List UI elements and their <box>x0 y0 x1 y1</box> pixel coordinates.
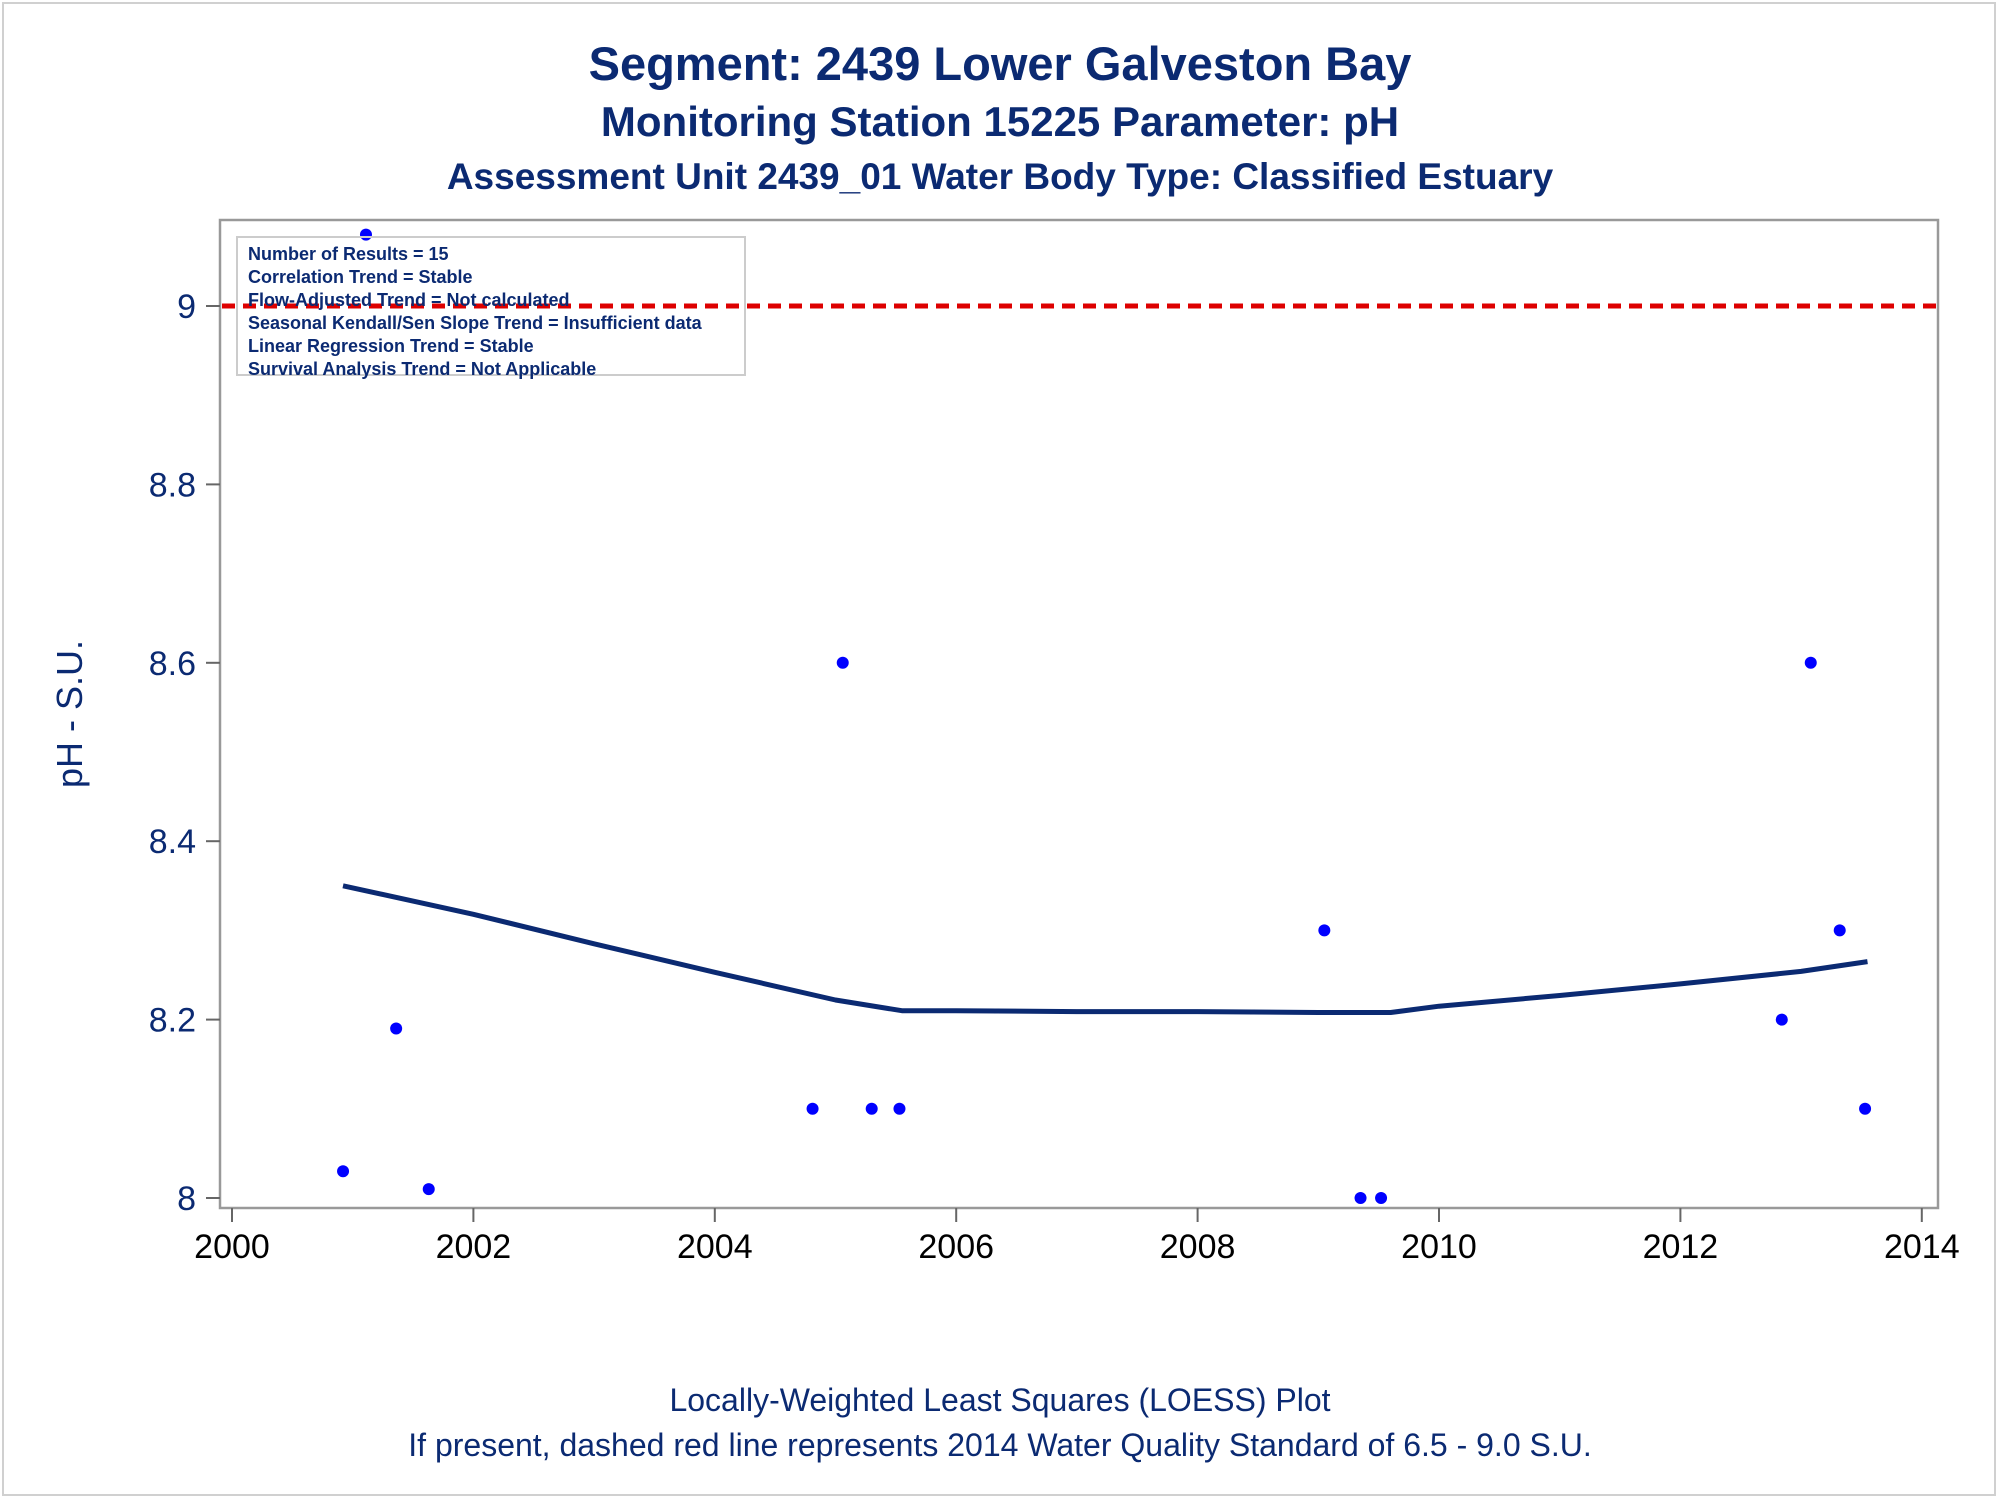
data-point <box>836 656 849 669</box>
y-axis-label: pH - S.U. <box>49 640 90 788</box>
x-tick-label: 2008 <box>1160 1228 1236 1266</box>
x-tick-label: 2010 <box>1401 1228 1477 1266</box>
x-tick-label: 2006 <box>918 1228 994 1266</box>
x-tick-label: 2002 <box>436 1228 512 1266</box>
chart-title: Segment: 2439 Lower Galveston Bay <box>588 37 1412 90</box>
data-point <box>422 1183 435 1196</box>
x-tick-label: 2004 <box>677 1228 753 1266</box>
data-point <box>337 1165 350 1178</box>
data-point <box>806 1102 819 1115</box>
data-point <box>893 1102 906 1115</box>
data-point <box>1354 1192 1367 1204</box>
x-tick-label: 2000 <box>194 1228 270 1266</box>
data-point <box>1318 924 1331 937</box>
x-tick-label: 2012 <box>1643 1228 1719 1266</box>
y-tick-label: 9 <box>177 288 196 326</box>
footnote-loess: Locally-Weighted Least Squares (LOESS) P… <box>669 1382 1331 1418</box>
footnote-standard: If present, dashed red line represents 2… <box>408 1427 1592 1463</box>
stat-number-of-results: Number of Results = 15 <box>248 244 449 264</box>
stat-survival-analysis-trend: Survival Analysis Trend = Not Applicable <box>248 359 597 379</box>
data-point <box>1833 924 1846 937</box>
y-tick-label: 8.4 <box>149 823 196 861</box>
trend-statistics-box: Number of Results = 15 Correlation Trend… <box>236 236 746 379</box>
data-point <box>1804 656 1817 669</box>
plot-area-frame <box>218 218 1940 1210</box>
stat-flow-adjusted-trend: Flow-Adjusted Trend = Not calculated <box>248 290 570 310</box>
stat-correlation-trend: Correlation Trend = Stable <box>248 267 473 287</box>
stat-seasonal-kendall-trend: Seasonal Kendall/Sen Slope Trend = Insuf… <box>248 313 702 333</box>
x-tick-label: 2014 <box>1884 1228 1960 1266</box>
data-point <box>1375 1192 1388 1204</box>
data-point <box>1859 1102 1872 1115</box>
y-tick-label: 8.6 <box>149 645 196 683</box>
chart-subtitle-station: Monitoring Station 15225 Parameter: pH <box>600 98 1400 145</box>
y-tick-label: 8.8 <box>149 466 196 504</box>
data-point <box>390 1022 403 1035</box>
chart-subtitle-assessment: Assessment Unit 2439_01 Water Body Type:… <box>446 156 1554 197</box>
data-point <box>1775 1013 1788 1026</box>
data-point <box>865 1102 878 1115</box>
y-tick-label: 8 <box>177 1180 196 1218</box>
loess-curve <box>342 883 1868 1015</box>
y-tick-label: 8.2 <box>149 1002 196 1040</box>
stat-linear-regression-trend: Linear Regression Trend = Stable <box>248 336 534 356</box>
